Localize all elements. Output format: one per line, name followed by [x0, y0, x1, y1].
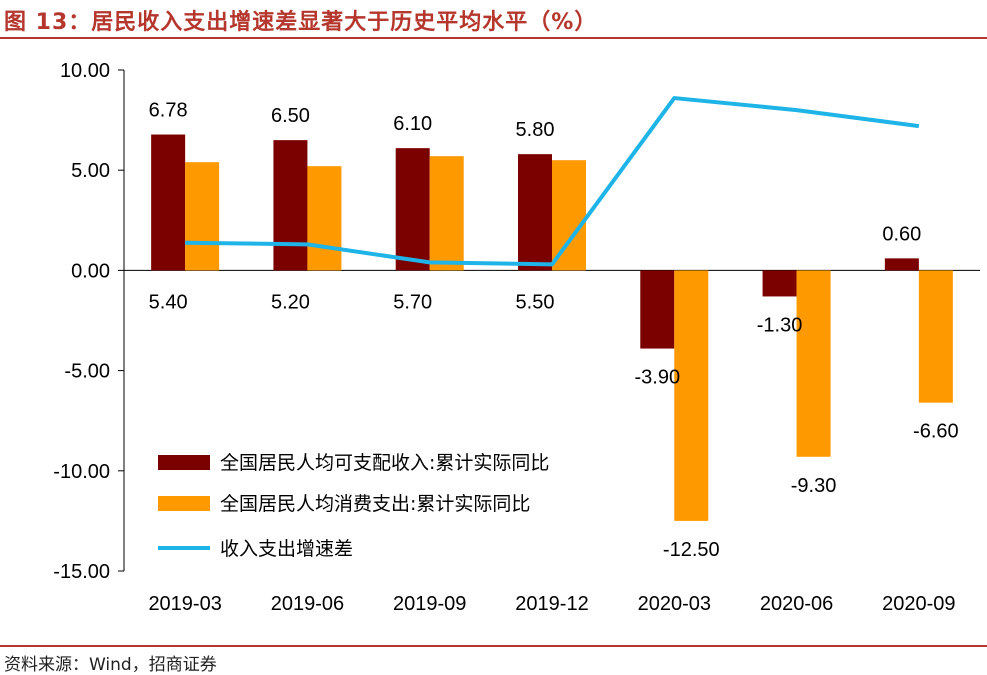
chart-legend: 全国居民人均可支配收入:累计实际同比全国居民人均消费支出:累计实际同比收入支出增…: [158, 452, 549, 560]
income-bar: [640, 270, 675, 349]
income-data-label: 6.50: [271, 105, 310, 127]
figure-title: 图 13：居民收入支出增速差显著大于历史平均水平（%）: [4, 10, 598, 35]
chart-axes: 10.00 5.00 0.00 -5.00 -10.00 -15.00 2019-03 201…: [53, 60, 980, 615]
income-bar: [762, 270, 797, 297]
y-tick-label: -10.00: [53, 461, 110, 483]
consumption-data-label: 5.50: [516, 291, 555, 313]
income-data-label: 6.78: [149, 100, 188, 122]
source-note: 资料来源：Wind，招商证券: [4, 655, 217, 675]
legend-swatch-income: [158, 455, 210, 470]
x-tick-label: 2020-06: [760, 593, 833, 615]
x-tick-label: 2020-03: [638, 593, 711, 615]
x-tick-label: 2019-06: [271, 593, 344, 615]
income-bar: [518, 154, 552, 271]
figure-header: 图 13：居民收入支出增速差显著大于历史平均水平（%）: [0, 0, 987, 37]
chart-line: [185, 96, 920, 267]
legend-label: 全国居民人均消费支出:累计实际同比: [220, 493, 530, 515]
consumption-bar: [429, 156, 464, 271]
income-bar: [273, 140, 308, 271]
x-tick-label: 2020-09: [882, 593, 955, 615]
consumption-data-label: 5.20: [271, 291, 310, 313]
x-tick-label: 2019-09: [393, 593, 466, 615]
legend-swatch-consumption: [158, 496, 210, 511]
income-data-label: 5.80: [516, 119, 555, 141]
income-data-label: -1.30: [757, 314, 803, 336]
income-data-label: 6.10: [393, 113, 432, 135]
y-tick-label: -15.00: [53, 561, 110, 583]
bottom-divider: [0, 645, 987, 647]
consumption-bar: [796, 270, 831, 457]
income-bar: [151, 134, 186, 271]
y-tick-label: 0.00: [71, 260, 110, 282]
consumption-data-label: -6.60: [913, 421, 959, 443]
legend-label: 收入支出增速差: [220, 538, 353, 560]
income-bar: [395, 148, 430, 271]
consumption-bar: [185, 162, 220, 271]
y-tick-label: -5.00: [64, 361, 110, 383]
y-tick-label: 5.00: [71, 160, 110, 182]
consumption-data-label: -12.50: [663, 539, 720, 561]
top-divider: [0, 37, 987, 39]
consumption-data-label: 5.70: [393, 291, 432, 313]
income-bar: [884, 258, 919, 271]
legend-label: 全国居民人均可支配收入:累计实际同比: [220, 452, 549, 474]
gap-line: [185, 96, 920, 267]
consumption-bar: [552, 160, 586, 271]
income-data-label: 0.60: [882, 223, 921, 245]
y-tick-label: 10.00: [60, 60, 110, 82]
consumption-bar: [918, 270, 953, 403]
x-tick-label: 2019-12: [515, 593, 588, 615]
consumption-data-label: 5.40: [149, 291, 188, 313]
chart-bars: [151, 134, 953, 521]
x-tick-label: 2019-03: [148, 593, 221, 615]
income-data-label: -3.90: [634, 367, 680, 389]
consumption-bar: [307, 166, 342, 271]
consumption-bar: [674, 270, 709, 521]
consumption-data-label: -9.30: [791, 475, 837, 497]
chart-data-labels: 6.78 6.50 6.10 5.80 -3.90 -1.30 0.60 5.40 5.20 5.…: [149, 100, 959, 561]
chart: 10.00 5.00 0.00 -5.00 -10.00 -15.00 2019-03 201…: [53, 60, 980, 615]
